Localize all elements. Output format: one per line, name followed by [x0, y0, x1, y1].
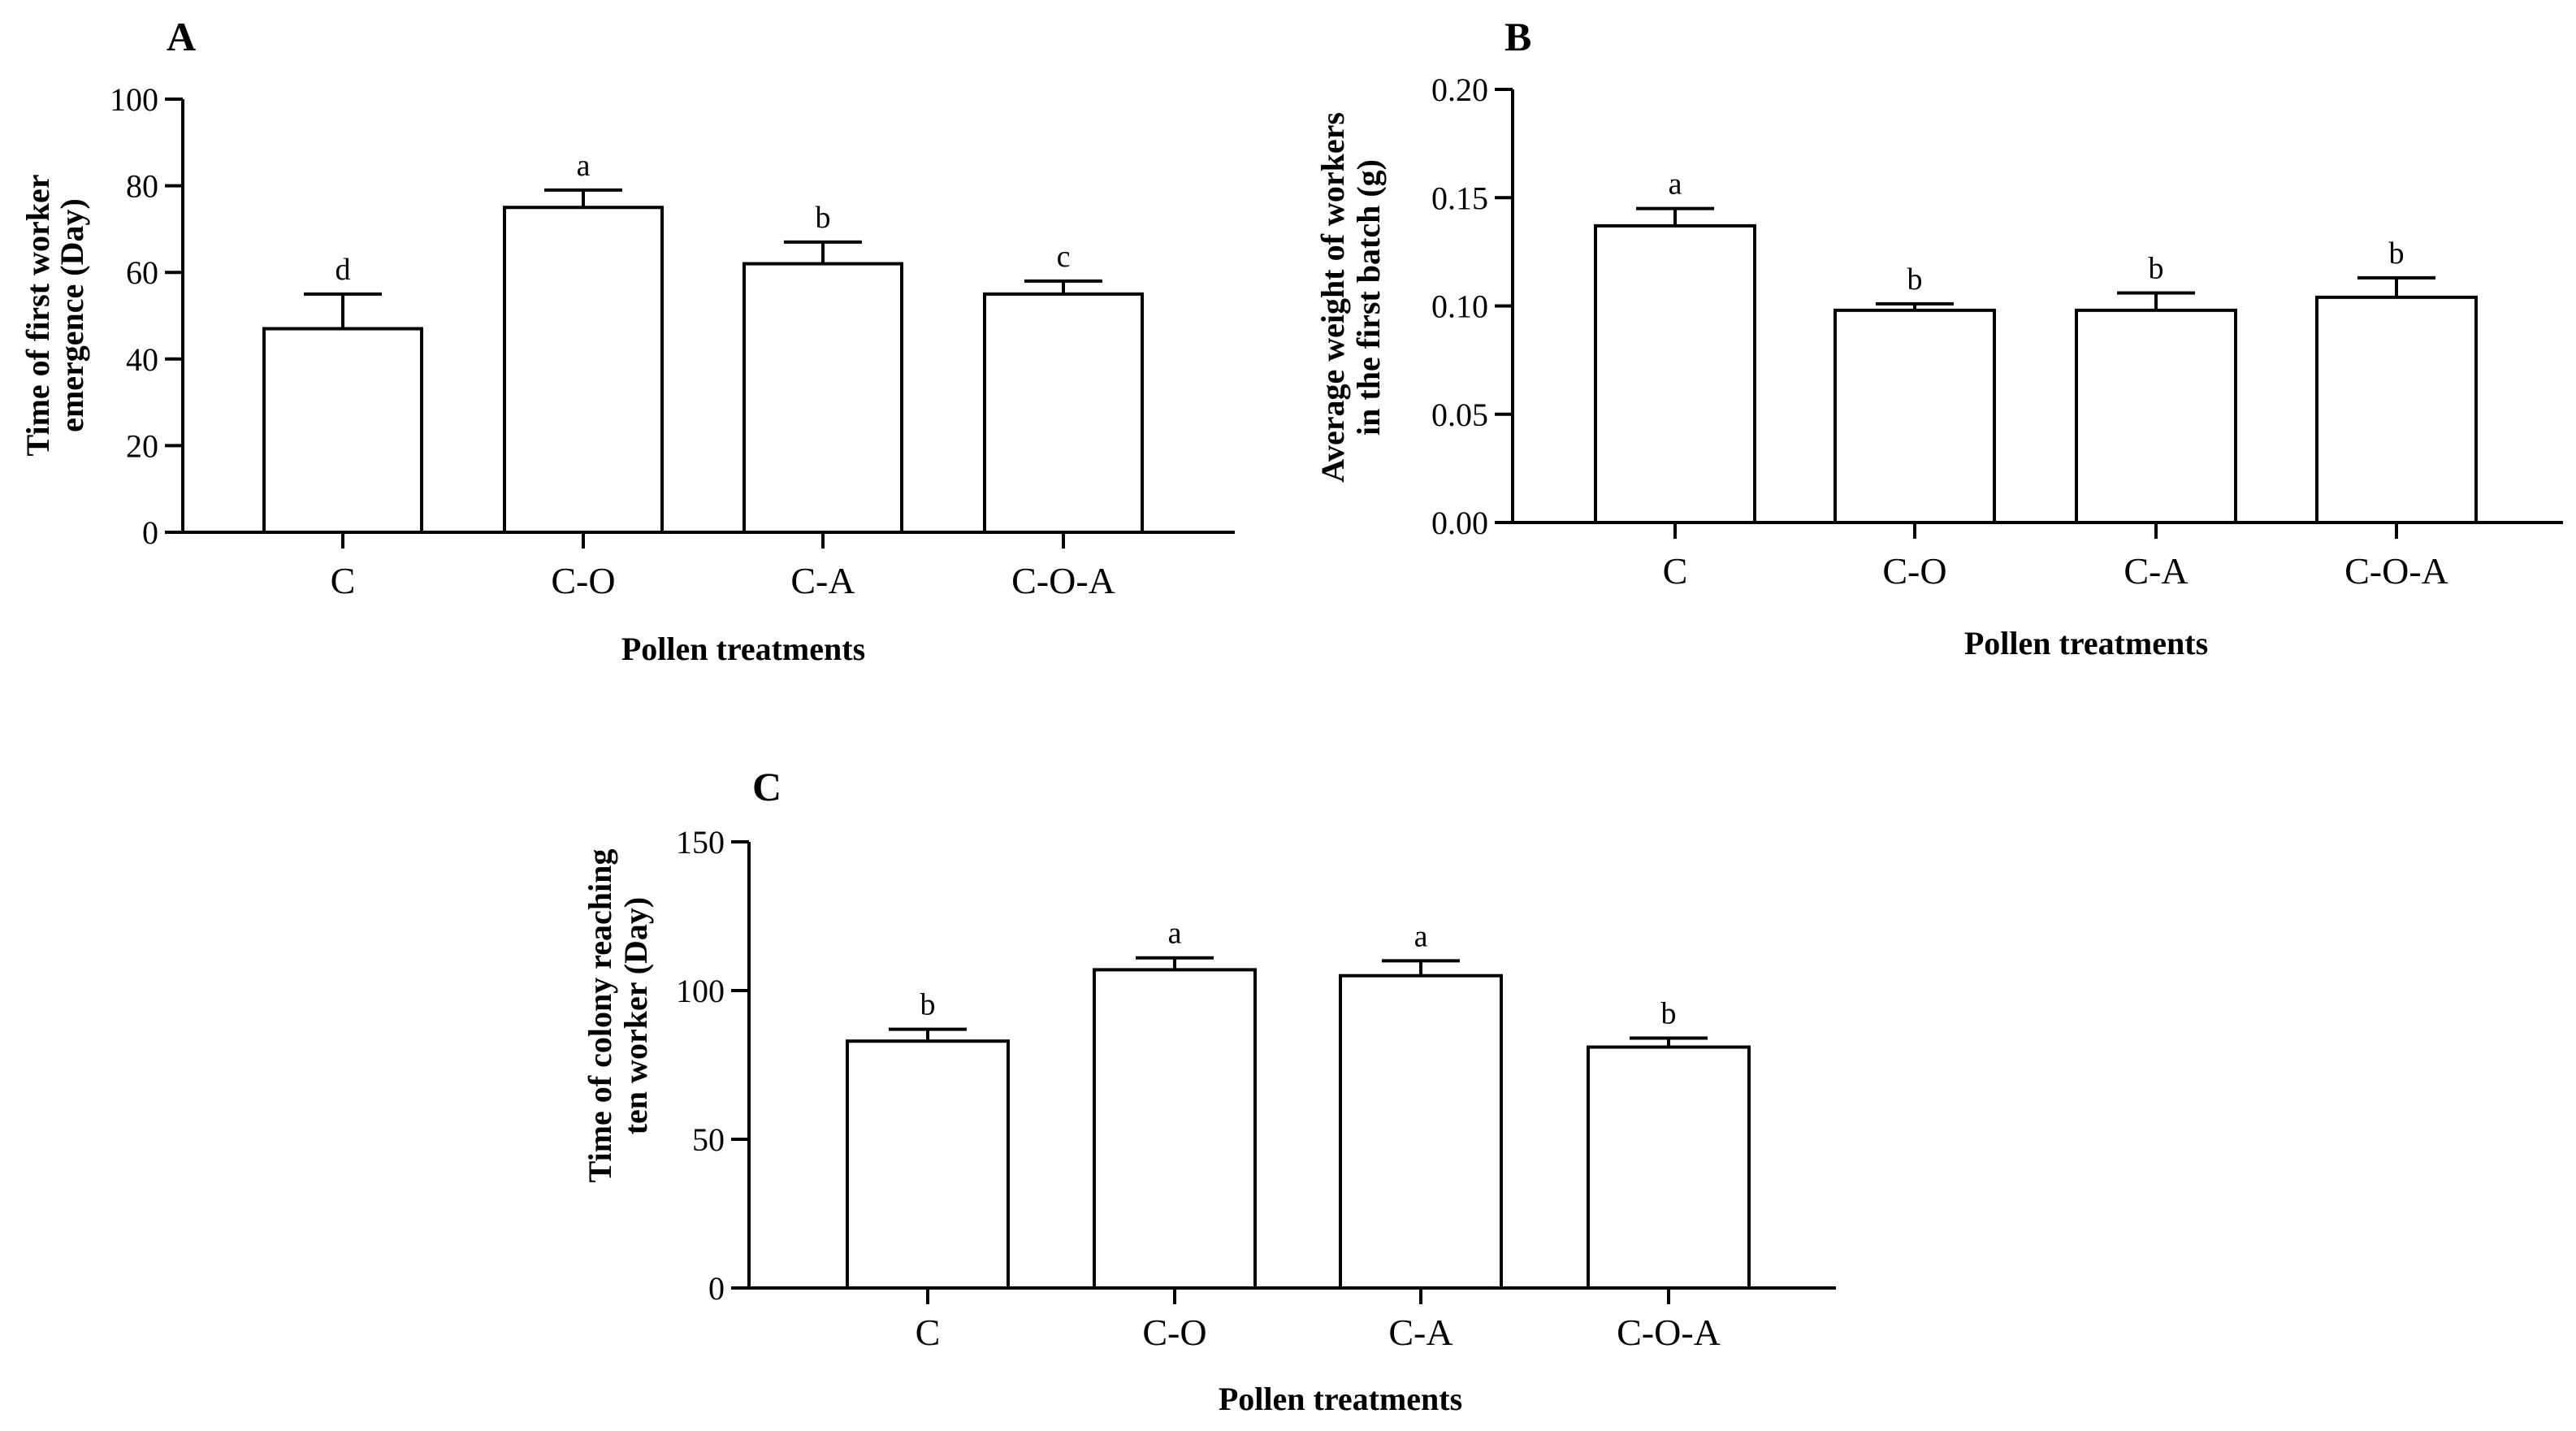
y-tick-label: 100 [676, 973, 725, 1009]
bar-c [1594, 223, 1756, 524]
chart-panel-b: B 0.00 0.05 0.10 0.15 0.20 a Cb C-O b C-A b C-O-A Pol… [1314, 14, 2563, 661]
bar-c-o-a [1587, 1045, 1751, 1290]
significance-letter: b [1907, 262, 1923, 297]
bar-c-o [1834, 308, 1996, 524]
y-tick-label: 0.20 [1431, 72, 1488, 108]
y-axis-label: Time of first worker [19, 175, 56, 457]
y-tick-label: 50 [692, 1121, 725, 1158]
x-axis-label: Pollen treatments [1964, 625, 2208, 661]
y-tick-label: 0.10 [1431, 288, 1488, 325]
x-tick-label: C-A [1388, 1312, 1453, 1353]
significance-letter: c [1057, 240, 1071, 274]
bar-c-a [742, 262, 903, 534]
y-tick-label: 150 [676, 824, 725, 861]
y-tick-label: 60 [126, 254, 158, 291]
y-tick-label: 0.15 [1431, 180, 1488, 216]
x-tick-label: C-A [2124, 550, 2188, 592]
bar-c-a [1339, 974, 1503, 1290]
x-tick-label: C-O [551, 560, 615, 601]
significance-letter: b [816, 201, 831, 235]
panel-letter: A [167, 14, 196, 59]
panel-letter: C [752, 764, 781, 809]
x-tick-label: C-O-A [1617, 1312, 1721, 1353]
x-tick-label: C-O [1142, 1312, 1206, 1353]
significance-letter: d [336, 253, 351, 287]
y-axis-label: emergence (Day) [54, 198, 90, 432]
y-tick-label: 0 [142, 514, 158, 551]
x-axis-label: Pollen treatments [621, 631, 865, 667]
x-tick-label: C-O-A [2344, 550, 2448, 592]
significance-letter: a [1414, 919, 1428, 953]
significance-letter: b [920, 988, 936, 1022]
bar-c-a [2075, 308, 2237, 524]
bar-c-o [1093, 968, 1257, 1290]
bar-c-o-a [983, 292, 1144, 534]
bar-c [262, 327, 423, 534]
y-axis-label: ten worker (Day) [617, 897, 654, 1135]
bar-c-o [503, 206, 664, 534]
y-tick-label: 0 [708, 1270, 725, 1307]
x-tick-label: C-O [1882, 550, 1946, 592]
x-tick-label: C [916, 1312, 941, 1353]
x-tick-label: C [1663, 550, 1688, 592]
y-tick-label: 100 [110, 81, 158, 118]
y-axis-label: Average weight of workers [1314, 112, 1351, 483]
y-tick-label: 80 [126, 168, 158, 205]
significance-letter: a [1168, 917, 1182, 951]
y-axis-label: Time of colony reaching [582, 849, 618, 1183]
chart-panel-a: A 0 20 40 60 80 100 d Ca C-O b C-A c C-O-A Pollen trea… [19, 14, 1235, 667]
panel-letter: B [1504, 14, 1531, 59]
significance-letter: b [2389, 236, 2405, 271]
significance-letter: b [1661, 997, 1677, 1031]
y-tick-label: 0.05 [1431, 397, 1488, 433]
x-tick-label: C-O-A [1011, 560, 1115, 601]
significance-letter: a [1669, 167, 1682, 202]
y-tick-label: 40 [126, 341, 158, 378]
significance-letter: b [2149, 252, 2164, 286]
y-tick-label: 20 [126, 427, 158, 464]
x-tick-label: C-A [790, 560, 855, 601]
bar-c-o-a [2315, 295, 2478, 524]
x-axis-label: Pollen treatments [1219, 1381, 1462, 1417]
y-axis-label: in the first batch (g) [1350, 159, 1387, 436]
significance-letter: a [577, 149, 591, 183]
chart-panel-c: C 0 50 100 150 b Ca C-O a C-A b C-O-A Pollen treatme… [582, 764, 1836, 1417]
y-tick-label: 0.00 [1431, 505, 1488, 541]
bar-c [846, 1039, 1010, 1290]
x-tick-label: C [331, 560, 356, 601]
